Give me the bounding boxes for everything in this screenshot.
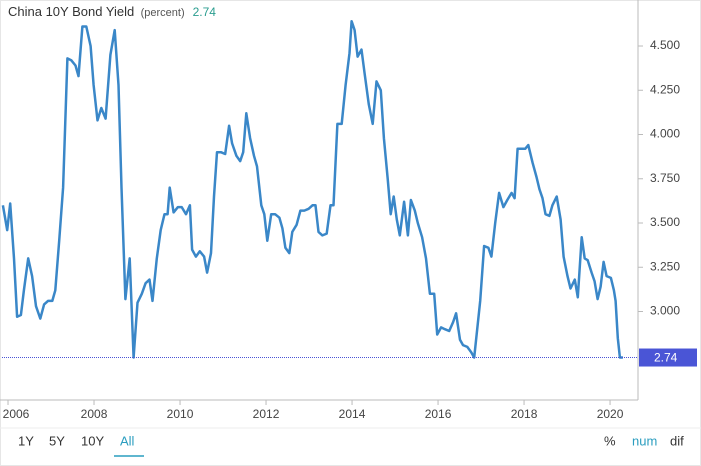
y-tick-label: 4.250: [650, 82, 680, 96]
y-tick-label: 3.250: [650, 259, 680, 273]
chart-heading: China 10Y Bond Yield (percent) 2.74: [8, 4, 216, 19]
range-button[interactable]: 1Y: [18, 433, 34, 448]
unit-label: (percent): [141, 7, 185, 19]
last-value: 2.74: [193, 5, 217, 19]
range-button[interactable]: 10Y: [81, 433, 104, 448]
y-tick-label: 3.500: [650, 215, 680, 229]
x-tick-label: 2020: [597, 407, 624, 421]
range-button[interactable]: All: [120, 433, 135, 448]
series-line: [1, 19, 623, 359]
y-tick-label: 3.000: [650, 304, 680, 318]
mode-button[interactable]: %: [604, 433, 616, 448]
x-tick-label: 2018: [511, 407, 538, 421]
last-value-box: [639, 348, 697, 367]
x-tick-label: 2012: [253, 407, 280, 421]
chart-title: China 10Y Bond Yield: [8, 4, 134, 19]
last-value-label: 2.74: [654, 351, 678, 365]
mode-button[interactable]: dif: [670, 433, 684, 448]
x-tick-label: 2014: [339, 407, 366, 421]
x-tick-label: 2006: [3, 407, 30, 421]
mode-button[interactable]: num: [632, 433, 657, 448]
y-tick-label: 4.500: [650, 38, 680, 52]
x-tick-label: 2008: [81, 407, 108, 421]
y-tick-label: 4.000: [650, 127, 680, 141]
x-tick-label: 2010: [167, 407, 194, 421]
range-button[interactable]: 5Y: [49, 433, 65, 448]
y-tick-label: 3.750: [650, 171, 680, 185]
x-tick-label: 2016: [425, 407, 452, 421]
